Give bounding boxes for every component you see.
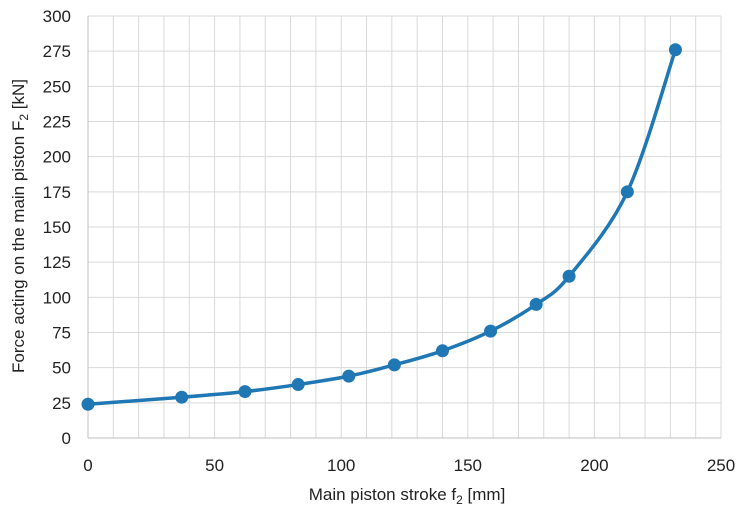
x-tick-label: 50 [205, 456, 224, 475]
x-tick-labels: 0 50 100 150 200 250 [83, 456, 735, 475]
x-tick-label: 0 [83, 456, 92, 475]
data-point [435, 344, 449, 358]
y-tick-labels: 0 25 50 75 100 125 150 175 200 225 250 275 300 [43, 7, 71, 448]
data-point [81, 397, 95, 411]
grid [88, 15, 722, 438]
data-point [529, 297, 543, 311]
x-tick-label: 100 [327, 456, 355, 475]
data-point [175, 390, 189, 404]
axes [87, 16, 721, 439]
y-tick-label: 275 [43, 42, 71, 61]
x-tick-label: 250 [707, 456, 735, 475]
data-point [291, 378, 305, 392]
x-axis-label: Main piston stroke f2 [mm] [309, 485, 506, 507]
y-tick-label: 25 [52, 394, 71, 413]
y-tick-label: 150 [43, 218, 71, 237]
y-tick-label: 200 [43, 148, 71, 167]
y-tick-label: 0 [62, 429, 71, 448]
y-axis-label: Force acting on the main piston F2 [kN] [9, 79, 31, 373]
y-tick-label: 125 [43, 253, 71, 272]
data-point [238, 385, 252, 399]
data-point [484, 324, 498, 338]
x-tick-label: 200 [580, 456, 608, 475]
data-point [387, 358, 401, 372]
y-tick-label: 50 [52, 359, 71, 378]
data-point [342, 369, 356, 383]
data-points [81, 43, 682, 411]
y-tick-label: 175 [43, 183, 71, 202]
y-tick-label: 250 [43, 77, 71, 96]
data-point [668, 43, 682, 57]
y-tick-label: 225 [43, 113, 71, 132]
data-point [562, 269, 576, 283]
y-tick-label: 300 [43, 7, 71, 26]
y-tick-label: 100 [43, 288, 71, 307]
y-tick-label: 75 [52, 324, 71, 343]
data-point [620, 185, 634, 199]
x-tick-label: 150 [454, 456, 482, 475]
